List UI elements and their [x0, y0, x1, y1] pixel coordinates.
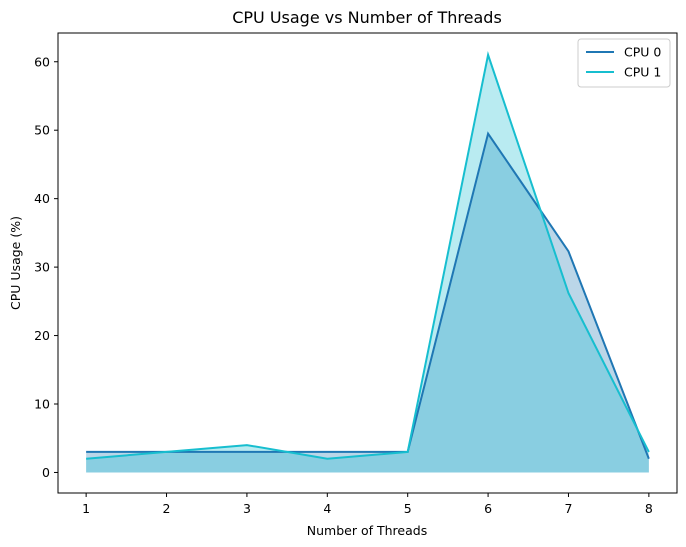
x-axis-ticks: 1 2 3 4 5 6 7 8	[82, 493, 653, 516]
x-tick-label: 7	[564, 501, 572, 516]
y-tick-label: 40	[34, 191, 50, 206]
area-fill-series-0	[86, 133, 649, 473]
y-tick-label: 0	[42, 465, 50, 480]
series-line-1	[86, 51, 650, 460]
series-line-0	[86, 131, 650, 460]
y-tick-label: 10	[34, 397, 50, 412]
legend: CPU 0 CPU 1	[577, 38, 671, 88]
y-axis-label: CPU Usage (%)	[8, 216, 23, 310]
y-tick-label: 30	[34, 260, 50, 275]
y-tick-label: 60	[34, 54, 50, 69]
x-tick-label: 8	[645, 501, 653, 516]
area-fill-series-1	[86, 54, 649, 473]
legend-label-cpu0: CPU 0	[624, 45, 661, 60]
area-fills	[86, 54, 649, 473]
y-tick-label: 20	[34, 328, 50, 343]
y-axis-ticks: 0 10 20 30 40 50 60	[34, 54, 58, 480]
x-tick-label: 6	[484, 501, 492, 516]
plot-frame	[57, 32, 678, 494]
x-tick-label: 4	[323, 501, 331, 516]
y-tick-label: 50	[34, 123, 50, 138]
series-lines	[86, 51, 650, 460]
x-axis-label: Number of Threads	[307, 523, 427, 538]
chart-title: CPU Usage vs Number of Threads	[232, 8, 502, 27]
x-tick-label: 1	[82, 501, 90, 516]
x-tick-label: 5	[404, 501, 412, 516]
x-tick-label: 3	[243, 501, 251, 516]
x-tick-label: 2	[163, 501, 171, 516]
legend-label-cpu1: CPU 1	[624, 65, 661, 80]
